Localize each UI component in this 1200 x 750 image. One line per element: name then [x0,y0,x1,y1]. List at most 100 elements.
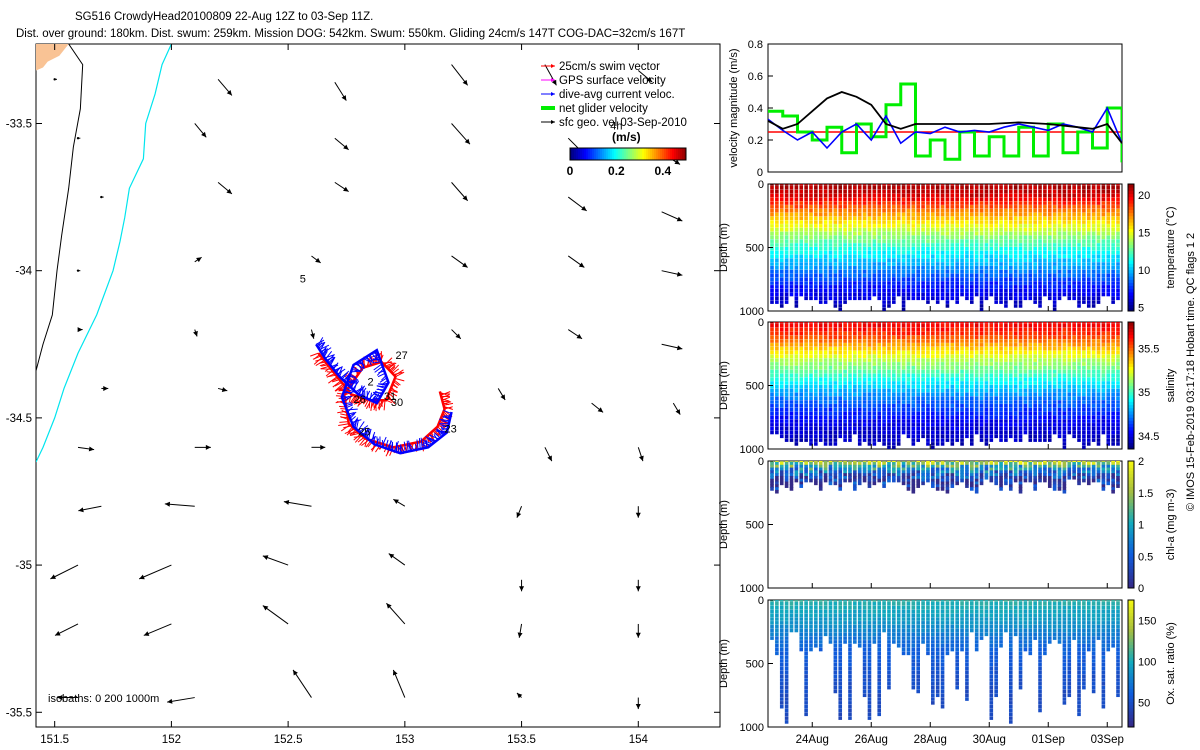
temperature-sample [872,186,877,190]
temperature-sample [770,246,774,251]
salinity-sample [1033,411,1037,416]
salinity-sample [931,369,935,374]
temperature-sample [833,254,838,259]
salinity-sample [940,426,945,431]
temperature-sample [994,212,998,217]
salinity-sample [779,322,784,324]
temperature-sample [989,266,994,270]
temperature-sample [916,212,920,217]
temperature-sample [848,277,852,282]
temperature-sample [828,201,833,205]
salinity-sample [1047,419,1052,423]
temperature-sample [960,266,964,270]
temperature-sample [809,201,813,205]
salinity-sample [1008,384,1013,389]
temperature-sample [1008,184,1013,186]
temperature-sample [906,212,911,217]
salinity-sample [799,411,804,416]
salinity-sample [1028,331,1033,336]
temperature-sample [892,208,896,213]
colorbar-tick-label: 0.4 [654,164,671,178]
temperature-sample [892,269,896,274]
swim-track-barb [312,355,321,360]
salinity-sample [1062,335,1067,340]
salinity-sample [789,438,794,442]
temperature-sample [1023,220,1028,224]
temperature-sample [950,220,955,224]
salinity-sample [770,331,774,336]
salinity-sample [1057,392,1062,397]
salinity-sample [789,343,794,347]
salinity-sample [1013,407,1018,412]
temperature-sample [926,224,930,228]
temperature-sample [901,258,906,262]
temperature-sample [1028,220,1033,224]
salinity-sample [965,362,969,366]
temperature-sample [779,189,784,194]
temperature-sample [1038,189,1042,194]
legend-label-dac: dive-avg current veloc. [559,89,675,101]
temperature-sample [789,216,794,221]
salinity-sample [1047,346,1052,351]
temperature-sample [1038,250,1042,255]
temperature-sample [1111,266,1115,270]
salinity-sample [931,335,935,340]
temperature-sample [1086,250,1091,255]
temperature-sample [999,288,1003,293]
salinity-sample [901,354,906,359]
salinity-sample [779,346,784,351]
temperature-sample [1052,262,1057,266]
salinity-sample [970,411,974,416]
salinity-sample [833,442,838,446]
temperature-sample [1067,277,1072,282]
salinity-sample [814,327,818,332]
temperature-sample [867,205,872,209]
salinity-sample [804,430,808,435]
temperature-sample [882,216,886,221]
temperature-sample [1047,250,1052,255]
salinity-sample [1028,400,1033,404]
salinity-sample [882,381,886,385]
temperature-sample [814,212,818,217]
temperature-sample [926,193,930,198]
salinity-sample [955,438,959,442]
salinity-sample [1023,335,1028,340]
temperature-colorbar-cell [1128,184,1134,188]
temperature-sample [789,201,794,205]
salinity-sample [809,400,813,404]
temperature-sample [965,296,969,301]
temperature-sample [994,288,998,293]
temperature-sample [814,208,818,213]
salinity-sample [779,365,784,370]
temperature-sample [789,281,794,285]
velocity-series-geo [768,91,1122,144]
salinity-sample [935,434,940,439]
temperature-sample [1086,189,1091,194]
temperature-sample [882,277,886,282]
temperature-sample [931,285,935,289]
salinity-sample [809,354,813,359]
temperature-sample [833,212,838,217]
salinity-sample [857,407,862,412]
salinity-sample [926,362,930,366]
salinity-sample [999,339,1003,343]
dac-track-barb [344,387,355,393]
salinity-sample [814,335,818,340]
temperature-sample [1033,269,1037,274]
salinity-sample [848,384,852,389]
temperature-sample [1072,216,1076,221]
temperature-sample [1057,227,1062,232]
salinity-sample [857,339,862,343]
temperature-sample [799,186,804,190]
temperature-sample [1038,224,1042,228]
temperature-sample [994,292,998,297]
temperature-sample [770,189,774,194]
salinity-sample [857,327,862,332]
temperature-sample [814,254,818,259]
temperature-sample [955,269,959,274]
temperature-sample [1004,281,1008,285]
temperature-sample [887,220,891,224]
temperature-sample [1091,193,1096,198]
salinity-sample [1062,346,1067,351]
salinity-sample [809,404,813,408]
